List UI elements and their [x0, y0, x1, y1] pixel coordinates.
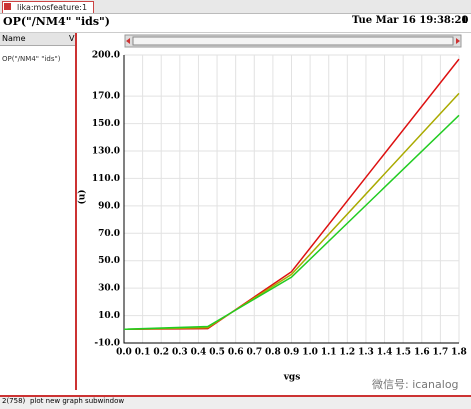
page-number: 1	[461, 15, 468, 26]
y-tick-label: 150.0	[92, 119, 120, 129]
x-tick-label: 1.4	[377, 348, 393, 358]
axes	[123, 55, 459, 344]
x-tick-label: 0.5	[209, 348, 225, 358]
x-tick-label: 1.2	[339, 348, 355, 358]
x-tick-label: 0.9	[284, 348, 300, 358]
y-tick-label: 30.0	[98, 284, 120, 294]
y-tick-label: 200.0	[92, 51, 120, 61]
header-bar	[0, 14, 471, 33]
x-tick-label: 1.8	[451, 348, 467, 358]
x-tick-label: 0.6	[228, 348, 244, 358]
status-bar	[0, 395, 471, 409]
x-tick-label: 0.3	[172, 348, 188, 358]
y-tick-label: 170.0	[92, 92, 120, 102]
y-tick-label: -10.0	[94, 339, 120, 349]
y-tick-label: 50.0	[98, 256, 120, 266]
timestamp: Tue Mar 16 19:38:20	[352, 15, 469, 26]
y-tick-label: 130.0	[92, 147, 120, 157]
trace-item[interactable]: OP("/NM4" "ids")	[2, 55, 61, 63]
x-tick-label: 1.3	[358, 348, 374, 358]
trace-line	[123, 114, 460, 331]
x-tick-label: 1.6	[414, 348, 430, 358]
watermark: 微信号: icanalog	[372, 378, 459, 391]
x-tick-label: 1.7	[433, 348, 449, 358]
status-count: 2(758)	[2, 397, 26, 405]
y-axis-label: (u)	[77, 189, 88, 204]
x-tick-label: 0.2	[153, 348, 169, 358]
x-tick-label: 1.0	[302, 348, 318, 358]
x-tick-label: 1.1	[321, 348, 337, 358]
y-tick-label: 110.0	[92, 174, 120, 184]
x-tick-label: 1.5	[395, 348, 411, 358]
x-tick-label: 0.4	[191, 348, 207, 358]
trace-panel	[0, 33, 77, 390]
plot: vgs (u) -10.0 10.0 30.0 50.0 70.0 90.0 110.0 13…	[77, 34, 467, 383]
x-tick-label: 0.1	[135, 348, 151, 358]
column-header[interactable]: V	[69, 34, 75, 43]
x-tick-label: 0.8	[265, 348, 281, 358]
scroll-thumb[interactable]	[132, 36, 454, 46]
tab-icon	[4, 3, 11, 10]
y-tick-label: 10.0	[98, 311, 120, 321]
y-tick-label: 70.0	[98, 229, 120, 239]
x-axis-label: vgs	[283, 373, 301, 383]
x-tick-label: 0.7	[246, 348, 262, 358]
name-header[interactable]: Name	[2, 34, 26, 43]
status-message: plot new graph subwindow	[30, 397, 125, 405]
panel-header	[0, 33, 75, 46]
window-title: OP("/NM4" "ids")	[3, 15, 110, 28]
tab-bar	[0, 0, 471, 14]
tab[interactable]: lika:mosfeature:1	[2, 1, 95, 13]
y-tick-label: 90.0	[98, 201, 120, 211]
x-tick-label: 0.0	[116, 348, 132, 358]
